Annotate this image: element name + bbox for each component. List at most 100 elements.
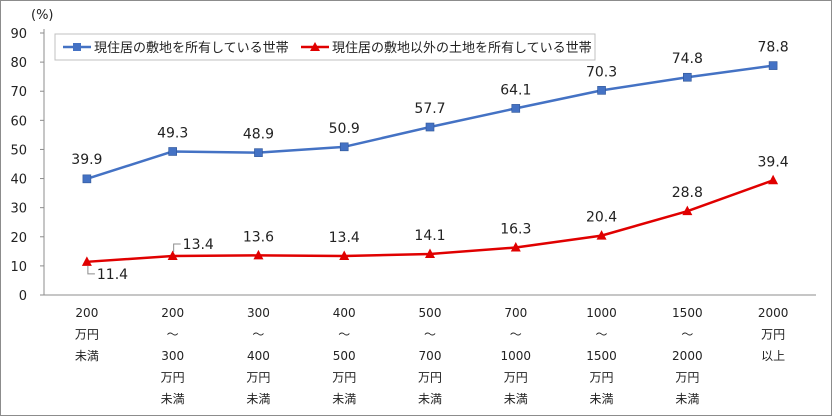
x-category-label-line: 以上: [761, 349, 785, 363]
data-point-series-1: [768, 61, 778, 70]
x-category-label-line: 〜: [510, 328, 522, 342]
x-category-label-line: 未満: [75, 349, 99, 363]
data-label-series-2: 16.3: [500, 222, 531, 238]
y-tick-label: 70: [10, 85, 27, 100]
x-category-label-line: 〜: [681, 328, 693, 342]
data-point-series-2: [167, 250, 178, 260]
data-point-series-2: [339, 250, 350, 260]
y-tick-label: 30: [10, 202, 27, 217]
series-line-1: [86, 64, 774, 181]
x-category-label-line: 400: [247, 349, 270, 363]
data-label-series-1: 78.8: [758, 40, 789, 56]
x-category-label-line: 1500: [672, 306, 703, 320]
x-category-label-line: 400: [333, 306, 356, 320]
y-tick-label: 10: [10, 260, 27, 275]
x-category-label-line: 万円: [761, 328, 785, 342]
x-category-label-line: 200: [75, 306, 98, 320]
x-category-label-line: 万円: [161, 371, 185, 385]
axes: [40, 29, 816, 296]
x-category-label-line: 未満: [675, 392, 699, 406]
data-label-series-1: 74.8: [672, 51, 703, 67]
x-category-label-line: 500: [419, 306, 442, 320]
data-point-series-1: [511, 104, 521, 113]
x-category-label-line: 万円: [504, 371, 528, 385]
x-category-label-line: 万円: [418, 371, 442, 385]
x-category-label-line: 300: [247, 306, 270, 320]
data-label-series-1: 49.3: [157, 125, 188, 141]
data-point-series-1: [597, 86, 606, 95]
series-markers: [81, 61, 779, 266]
y-tick-label: 90: [10, 27, 27, 42]
data-label-series-1: 64.1: [500, 82, 531, 98]
data-point-series-2: [253, 249, 264, 260]
y-tick-label: 80: [10, 56, 27, 71]
data-label-leader-line: [173, 243, 181, 252]
data-label-series-2: 20.4: [586, 210, 617, 226]
data-label-series-2: 13.4: [329, 230, 360, 246]
data-label-series-2: 28.8: [672, 185, 703, 201]
x-category-label-line: 300: [161, 349, 184, 363]
legend-marker-series-2: [310, 42, 320, 51]
data-point-series-2: [81, 256, 92, 266]
x-category-label-line: 〜: [596, 328, 608, 342]
data-point-series-2: [510, 242, 521, 252]
x-category-label-line: 万円: [675, 371, 699, 385]
data-point-series-2: [596, 230, 607, 240]
x-category-label-line: 700: [504, 306, 527, 320]
x-category-label-line: 未満: [418, 392, 442, 406]
y-tick-label: 40: [10, 173, 27, 188]
data-point-series-2: [425, 248, 435, 258]
data-label-series-2: 39.4: [758, 154, 789, 170]
data-label-series-1: 70.3: [586, 64, 617, 80]
data-point-series-1: [82, 174, 92, 184]
data-label-series-2: 14.1: [414, 228, 445, 244]
x-category-label-line: 未満: [246, 392, 270, 406]
data-label-series-1: 48.9: [243, 127, 274, 143]
legend-label-series-2: 現住居の敷地以外の土地を所有している世帯: [332, 41, 592, 56]
x-category-label-line: 200: [161, 306, 184, 320]
data-label-series-1: 57.7: [414, 101, 445, 117]
data-label-series-2: 13.6: [243, 229, 274, 245]
x-category-label-line: 〜: [424, 328, 436, 342]
x-category-label-line: 未満: [504, 392, 528, 406]
legend-label-series-1: 現住居の敷地を所有している世帯: [94, 41, 289, 56]
y-tick-label: 60: [10, 114, 27, 129]
x-category-label-line: 未満: [161, 392, 185, 406]
x-category-label-line: 2000: [758, 306, 789, 320]
x-category-label-line: 700: [419, 349, 442, 363]
x-category-label-line: 1000: [501, 349, 532, 363]
x-category-labels: 200万円未満200〜300万円未満300〜400万円未満400〜500万円未満…: [75, 306, 789, 406]
legend: 現住居の敷地を所有している世帯 現住居の敷地以外の土地を所有している世帯: [54, 33, 596, 61]
data-point-series-1: [683, 72, 692, 82]
data-label-series-2: 13.4: [183, 237, 214, 253]
data-label-leader-line: [87, 265, 95, 275]
x-category-label-line: 500: [333, 349, 356, 363]
data-point-series-1: [168, 147, 177, 156]
data-label-series-2: 11.4: [97, 267, 128, 283]
y-axis-unit-label: (%): [31, 8, 54, 23]
data-point-series-1: [254, 148, 263, 157]
x-category-label-line: 未満: [590, 392, 614, 406]
x-category-label-line: 1500: [586, 349, 617, 363]
x-category-label-line: 〜: [167, 328, 179, 342]
data-point-series-2: [682, 205, 693, 216]
x-category-label-line: 万円: [332, 371, 356, 385]
legend-marker-series-1: [73, 43, 81, 51]
data-labels: 39.9 49.3 48.9 50.9 57.7 64.1 70.3 74.8 78.8 11.4…: [71, 40, 788, 283]
y-tick-label: 20: [10, 231, 27, 246]
x-category-label-line: 2000: [672, 349, 703, 363]
data-label-series-1: 50.9: [329, 121, 360, 137]
data-label-series-1: 39.9: [71, 152, 102, 168]
x-category-label-line: 万円: [246, 371, 270, 385]
data-point-series-1: [339, 142, 349, 152]
y-tick-label: 0: [19, 289, 27, 304]
x-category-label-line: 1000: [586, 306, 617, 320]
x-category-label-line: 万円: [75, 328, 99, 342]
data-point-series-2: [768, 174, 779, 185]
x-category-label-line: 万円: [590, 371, 614, 385]
x-category-label-line: 〜: [338, 328, 350, 342]
data-point-series-1: [425, 122, 435, 132]
y-tick-label: 50: [10, 143, 27, 158]
